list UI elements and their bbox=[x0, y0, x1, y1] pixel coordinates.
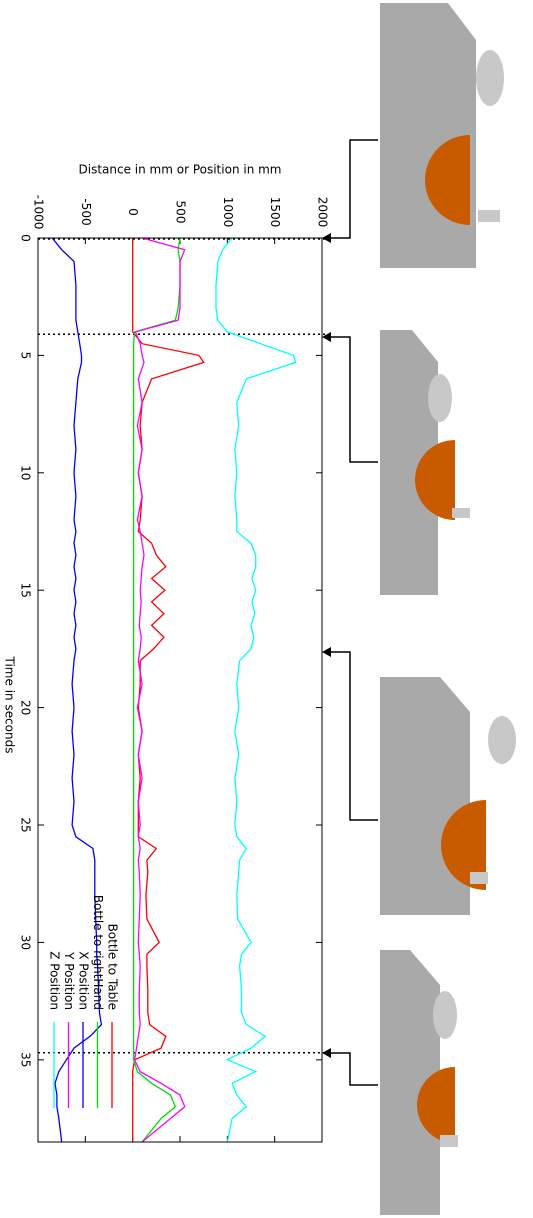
hand bbox=[470, 872, 488, 884]
x-tick-label: 25 bbox=[19, 817, 33, 832]
hand bbox=[478, 210, 500, 222]
chart: Distance in mm or Position in mm Time in… bbox=[0, 0, 533, 1218]
chart-title: Distance in mm or Position in mm bbox=[79, 163, 282, 177]
scene-images bbox=[380, 3, 516, 1215]
x-tick-label: 30 bbox=[19, 935, 33, 950]
y-tick-label: 0 bbox=[126, 208, 140, 216]
legend-label: Z Position bbox=[48, 951, 62, 1010]
x-tick-label: 0 bbox=[19, 234, 33, 242]
arrow bbox=[328, 652, 378, 820]
bottle bbox=[433, 991, 457, 1039]
arrowhead bbox=[322, 332, 331, 342]
x-tick-label: 15 bbox=[19, 583, 33, 598]
arrows bbox=[328, 140, 378, 1085]
legend-label: Bottle to rightHand bbox=[91, 895, 105, 1010]
legend-label: Y Position bbox=[62, 951, 76, 1010]
bottle bbox=[476, 50, 504, 106]
page: {"chart_data": {"type": "line", "title":… bbox=[0, 0, 533, 1218]
arrowhead bbox=[322, 233, 331, 243]
y-tick-label: 2000 bbox=[316, 197, 330, 228]
y-tick-label: -500 bbox=[79, 198, 93, 225]
hand bbox=[440, 1135, 458, 1147]
x-tick-label: 5 bbox=[19, 352, 33, 360]
arrowheads bbox=[322, 233, 331, 1058]
y-tick-label: 1500 bbox=[268, 197, 282, 228]
x-axis-label: Time in seconds bbox=[3, 656, 17, 754]
y-tick-label: 500 bbox=[174, 201, 188, 224]
y-tick-label: -1000 bbox=[32, 195, 46, 230]
bottle bbox=[488, 716, 516, 764]
y-tick-label: 1000 bbox=[221, 197, 235, 228]
legend-label: X Position bbox=[77, 951, 91, 1010]
x-tick-label: 35 bbox=[19, 1052, 33, 1067]
arrowhead bbox=[322, 647, 331, 657]
x-tick-label: 10 bbox=[19, 465, 33, 480]
arrow bbox=[328, 337, 378, 462]
table bbox=[380, 3, 476, 268]
legend-label: Bottle to Table bbox=[106, 924, 120, 1010]
arrow bbox=[328, 1053, 378, 1085]
bottle bbox=[428, 374, 452, 422]
table bbox=[380, 677, 470, 915]
hand bbox=[452, 508, 470, 518]
arrow bbox=[328, 140, 378, 238]
x-tick-label: 20 bbox=[19, 700, 33, 715]
